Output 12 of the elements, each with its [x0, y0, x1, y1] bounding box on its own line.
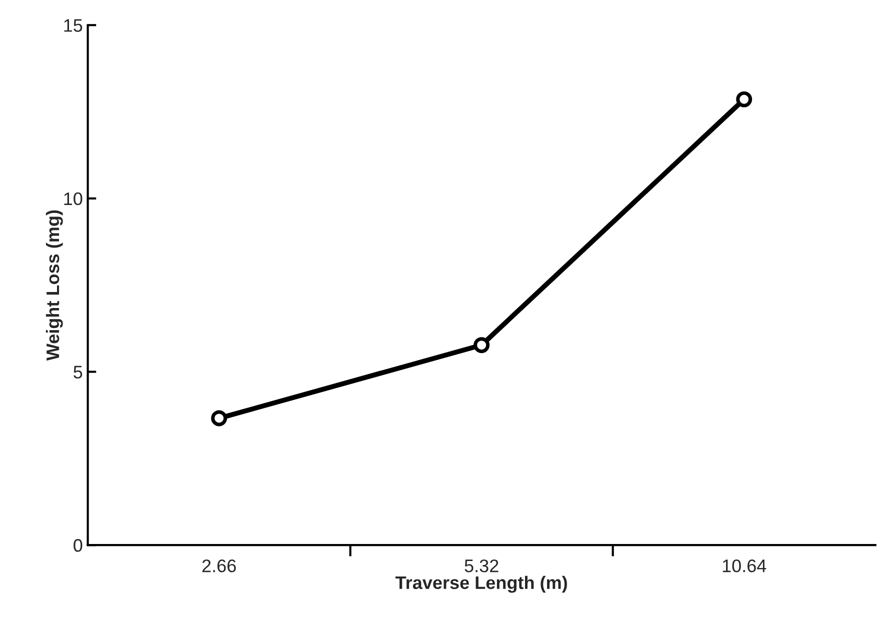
y-axis-title: Weight Loss (mg) — [46, 210, 63, 361]
x-tick-label: 5.32 — [464, 559, 498, 572]
y-tick-label: 5 — [74, 366, 82, 378]
y-tick-label: 10 — [64, 192, 82, 206]
point — [736, 91, 752, 108]
x-tick-label: 10.64 — [722, 559, 766, 572]
point — [474, 337, 490, 354]
x-tick-label: 2.66 — [202, 559, 236, 572]
y-tick-label: 15 — [64, 19, 82, 32]
y-tick-label: 0 — [74, 539, 82, 552]
point — [211, 410, 228, 426]
x-axis-title: Traverse Length (m) — [396, 576, 567, 593]
